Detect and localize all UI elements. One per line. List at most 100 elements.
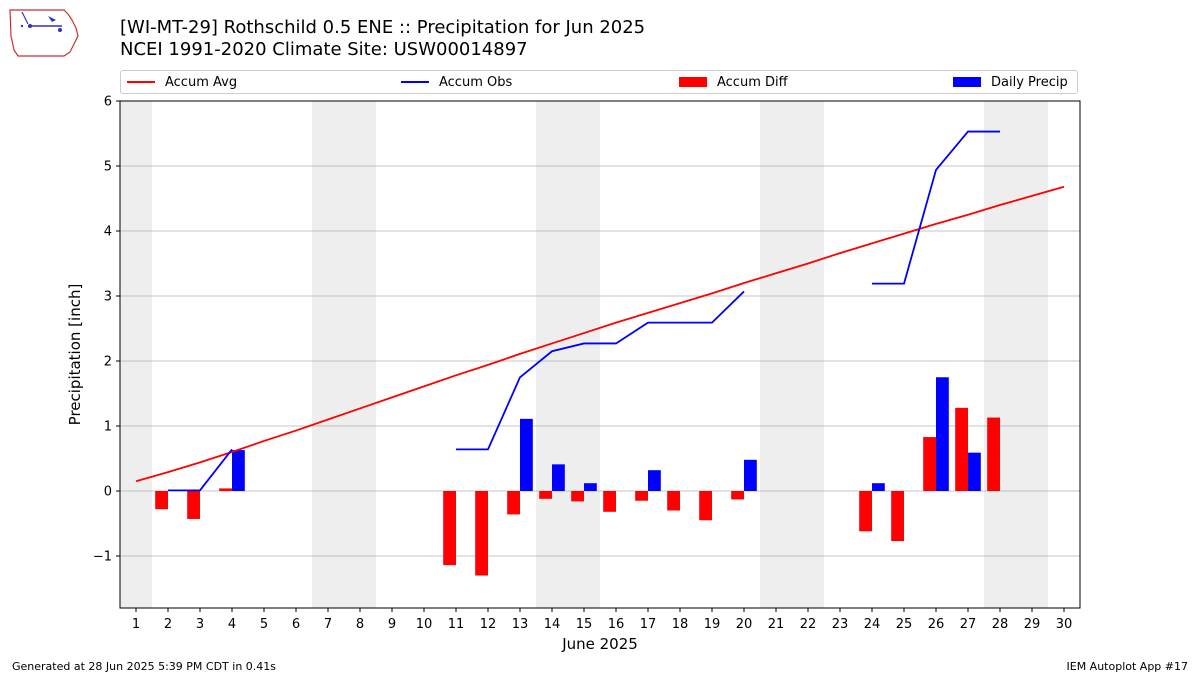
legend-item-accum-avg: Accum Avg xyxy=(127,71,237,93)
accum-diff-bar xyxy=(219,488,232,491)
x-tick-label: 30 xyxy=(1056,617,1073,632)
x-tick-label: 7 xyxy=(324,617,332,632)
legend-label-accum-obs: Accum Obs xyxy=(439,74,513,90)
footer-app-text: IEM Autoplot App #17 xyxy=(1066,660,1189,673)
accum-diff-bar xyxy=(507,491,520,515)
x-tick-label: 26 xyxy=(928,617,945,632)
daily-precip-bar xyxy=(552,464,565,491)
x-tick-label: 22 xyxy=(800,617,817,632)
accum-diff-bar xyxy=(603,491,616,512)
y-axis-label: Precipitation [inch] xyxy=(66,284,84,426)
daily-precip-bar xyxy=(744,459,757,491)
x-tick-label: 21 xyxy=(768,617,785,632)
y-tick-label: −1 xyxy=(93,550,112,565)
daily-precip-bar xyxy=(968,452,981,491)
x-tick-label: 11 xyxy=(448,617,465,632)
legend-item-accum-obs: Accum Obs xyxy=(401,71,512,93)
x-tick-label: 4 xyxy=(228,617,236,632)
legend-swatch-accum-obs xyxy=(401,81,429,83)
legend-swatch-daily-precip xyxy=(953,77,981,87)
daily-precip-bar xyxy=(648,470,661,491)
x-tick-label: 17 xyxy=(640,617,657,632)
y-tick-label: 6 xyxy=(104,95,112,110)
legend-label-daily-precip: Daily Precip xyxy=(991,74,1068,90)
daily-precip-bar xyxy=(584,483,597,491)
accum-diff-bar xyxy=(923,437,936,491)
accum-obs-line xyxy=(456,290,745,451)
x-tick-label: 14 xyxy=(544,617,561,632)
legend-label-accum-diff: Accum Diff xyxy=(717,74,788,90)
x-tick-label: 16 xyxy=(608,617,625,632)
iowa-map-icon xyxy=(9,9,79,57)
daily-precip-bar xyxy=(936,377,949,491)
y-tick-label: 4 xyxy=(104,225,112,240)
chart-title: [WI-MT-29] Rothschild 0.5 ENE :: Precipi… xyxy=(120,17,646,38)
weekend-band xyxy=(312,101,376,608)
accum-diff-bar xyxy=(635,491,648,501)
weekend-band xyxy=(984,101,1048,608)
legend-item-daily-precip: Daily Precip xyxy=(953,71,1068,93)
accum-diff-bar xyxy=(987,417,1000,491)
accum-obs-line xyxy=(168,448,233,492)
x-tick-label: 13 xyxy=(512,617,529,632)
x-tick-label: 18 xyxy=(672,617,689,632)
y-tick-label: 1 xyxy=(104,420,112,435)
x-tick-label: 8 xyxy=(356,617,364,632)
x-tick-label: 25 xyxy=(896,617,913,632)
legend-item-accum-diff: Accum Diff xyxy=(679,71,788,93)
x-tick-label: 29 xyxy=(1024,617,1041,632)
x-tick-label: 19 xyxy=(704,617,721,632)
line-marks xyxy=(135,130,1065,492)
x-tick-label: 9 xyxy=(388,617,396,632)
legend-swatch-accum-diff xyxy=(679,77,707,87)
x-tick-label: 20 xyxy=(736,617,753,632)
accum-avg-line xyxy=(135,185,1065,483)
y-tick-label: 3 xyxy=(104,290,112,305)
daily-precip-bar xyxy=(232,450,245,491)
accum-diff-bar xyxy=(859,491,872,532)
weekend-band xyxy=(760,101,824,608)
x-tick-label: 23 xyxy=(832,617,849,632)
weekend-band xyxy=(536,101,600,608)
x-tick-label: 1 xyxy=(132,617,140,632)
accum-diff-bar xyxy=(955,407,968,491)
x-axis-label: June 2025 xyxy=(561,635,638,653)
x-tick-label: 27 xyxy=(960,617,977,632)
x-tick-label: 10 xyxy=(416,617,433,632)
plot-frame xyxy=(119,100,1081,609)
legend-swatch-accum-avg xyxy=(127,81,155,83)
x-tick-label: 2 xyxy=(164,617,172,632)
x-tick-label: 24 xyxy=(864,617,881,632)
y-tick-label: 0 xyxy=(104,485,112,500)
x-tick-label: 6 xyxy=(292,617,300,632)
accum-diff-bar xyxy=(667,491,680,511)
accum-diff-bar xyxy=(891,491,904,542)
x-tick-label: 3 xyxy=(196,617,204,632)
weekend-band xyxy=(120,101,152,608)
legend-label-accum-avg: Accum Avg xyxy=(165,74,238,90)
daily-precip-bar xyxy=(872,483,885,491)
y-axis: −1 0 1 2 3 4 5 6 xyxy=(93,95,120,565)
legend: Accum Avg Accum Obs Accum Diff Daily Pre… xyxy=(120,70,1078,94)
footer-generated-text: Generated at 28 Jun 2025 5:39 PM CDT in … xyxy=(12,660,277,673)
x-axis: 1 2 3 4 5 6 7 8 9 10 11 12 13 14 15 16 17 18 19 20 21 22 23 24 2… xyxy=(132,608,1072,632)
x-tick-label: 15 xyxy=(576,617,593,632)
accum-diff-bar xyxy=(699,491,712,521)
accum-diff-bar xyxy=(731,491,744,500)
accum-obs-line xyxy=(872,130,1000,285)
accum-diff-bar xyxy=(475,491,488,576)
accum-diff-bar xyxy=(443,491,456,566)
y-tick-label: 2 xyxy=(104,355,112,370)
bar-marks xyxy=(155,377,1000,576)
daily-precip-bar xyxy=(520,418,533,491)
accum-diff-bar xyxy=(539,491,552,499)
y-tick-label: 5 xyxy=(104,160,112,175)
accum-diff-bar xyxy=(155,491,168,510)
accum-diff-bar xyxy=(187,491,200,519)
chart-subtitle: NCEI 1991-2020 Climate Site: USW00014897 xyxy=(120,39,528,60)
x-tick-label: 28 xyxy=(992,617,1009,632)
accum-diff-bar xyxy=(571,491,584,502)
x-tick-label: 12 xyxy=(480,617,497,632)
x-tick-label: 5 xyxy=(260,617,268,632)
